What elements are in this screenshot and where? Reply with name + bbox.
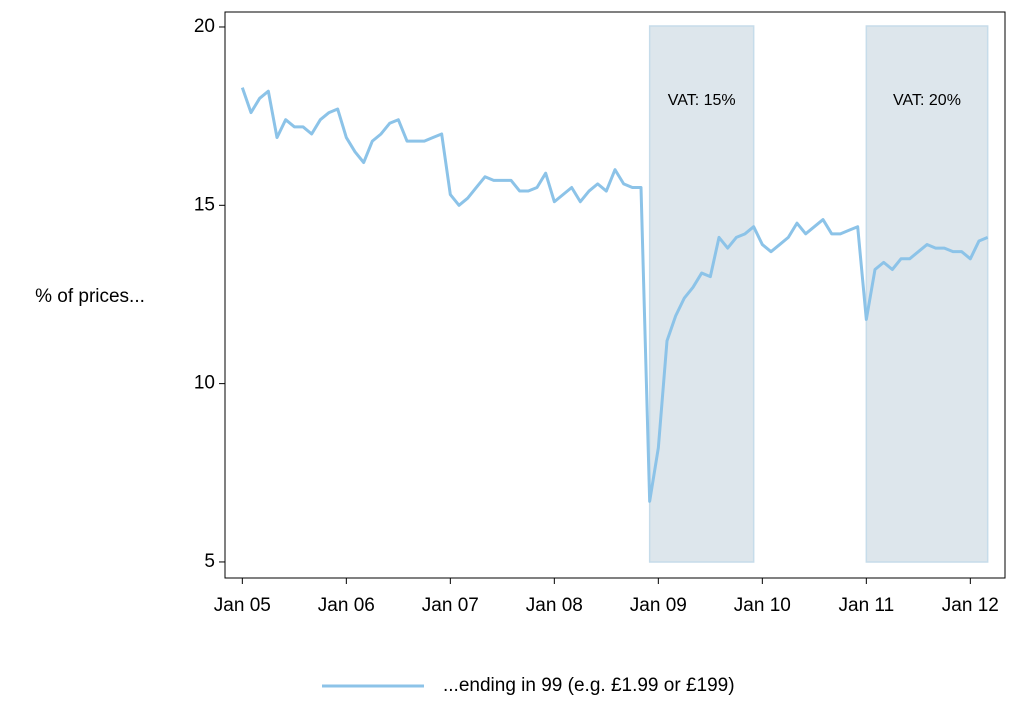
y-tick-label: 10 bbox=[194, 373, 215, 394]
plot-frame bbox=[224, 11, 1006, 579]
x-tick-label: Jan 12 bbox=[942, 595, 999, 616]
x-tick-label: Jan 11 bbox=[839, 595, 895, 616]
x-tick-label: Jan 05 bbox=[214, 595, 271, 616]
x-tick-label: Jan 10 bbox=[734, 595, 791, 616]
y-tick-label: 20 bbox=[194, 16, 215, 37]
x-tick-label: Jan 08 bbox=[526, 595, 583, 616]
legend-label: ...ending in 99 (e.g. £1.99 or £199) bbox=[443, 675, 735, 696]
y-tick-label: 15 bbox=[194, 194, 215, 215]
annotation: VAT: 20% bbox=[893, 92, 961, 109]
x-tick-label: Jan 06 bbox=[318, 595, 375, 616]
data-line bbox=[240, 87, 989, 503]
shaded-region bbox=[648, 25, 755, 563]
annotation: VAT: 15% bbox=[668, 92, 736, 109]
y-tick-label: 5 bbox=[204, 551, 215, 572]
x-tick-label: Jan 09 bbox=[630, 595, 687, 616]
y-axis-label: % of prices... bbox=[35, 286, 145, 307]
x-tick-label: Jan 07 bbox=[422, 595, 479, 616]
shaded-region bbox=[865, 25, 989, 563]
